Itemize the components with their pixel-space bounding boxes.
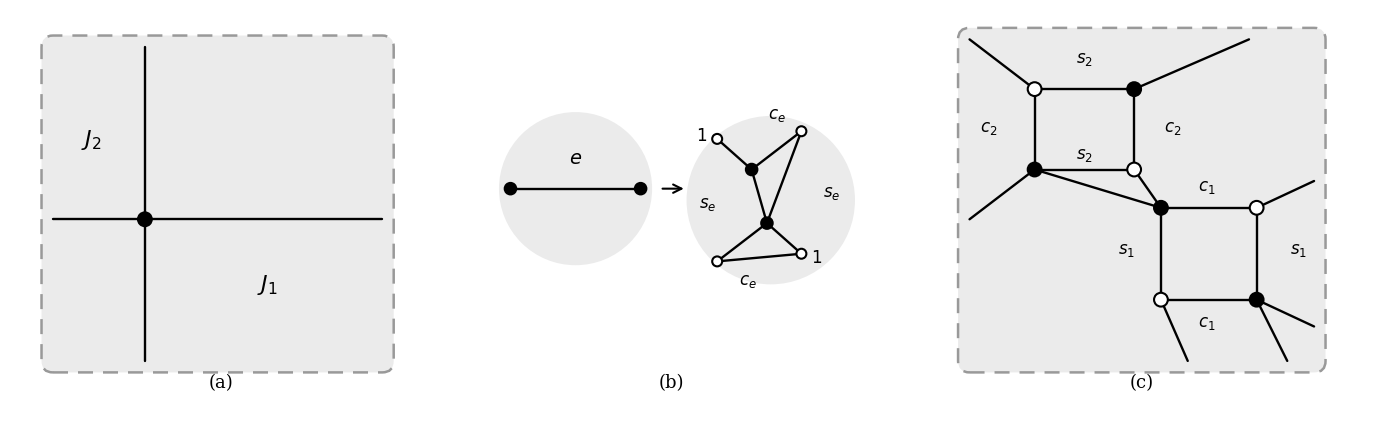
Circle shape [1250,293,1264,307]
Text: $J_2$: $J_2$ [82,128,101,151]
Circle shape [1250,201,1264,215]
Circle shape [1127,83,1140,97]
Text: (c): (c) [1129,374,1154,391]
Circle shape [1127,163,1140,177]
Circle shape [746,164,757,176]
Circle shape [1154,201,1168,215]
Circle shape [796,127,807,137]
Circle shape [713,135,722,145]
Text: (b): (b) [659,374,684,391]
Text: $c_e$: $c_e$ [739,273,757,289]
Text: $1$: $1$ [696,127,707,144]
Circle shape [138,213,152,227]
Text: $e$: $e$ [569,150,583,168]
FancyBboxPatch shape [958,29,1326,372]
Circle shape [1154,293,1168,307]
Text: $s_2$: $s_2$ [1075,51,1093,68]
Circle shape [761,218,772,229]
Circle shape [505,184,516,195]
Text: $s_e$: $s_e$ [699,196,717,213]
Circle shape [1028,83,1042,97]
Text: $c_2$: $c_2$ [980,120,998,137]
Text: $c_e$: $c_e$ [768,106,785,123]
Circle shape [796,249,807,259]
Circle shape [713,257,722,267]
Text: $c_1$: $c_1$ [1199,179,1215,196]
Text: $1$: $1$ [811,250,822,266]
Text: $c_2$: $c_2$ [1164,120,1181,137]
Circle shape [635,184,646,195]
Circle shape [500,113,652,266]
Text: (a): (a) [209,374,234,391]
Text: $c_1$: $c_1$ [1199,314,1215,332]
Text: $s_2$: $s_2$ [1075,146,1093,163]
Text: $s_1$: $s_1$ [1290,242,1308,259]
Text: $s_e$: $s_e$ [823,184,840,201]
Text: $J_1$: $J_1$ [257,273,278,297]
Circle shape [686,117,855,285]
FancyBboxPatch shape [42,36,393,372]
Circle shape [1028,163,1042,177]
Text: $s_1$: $s_1$ [1118,242,1135,259]
